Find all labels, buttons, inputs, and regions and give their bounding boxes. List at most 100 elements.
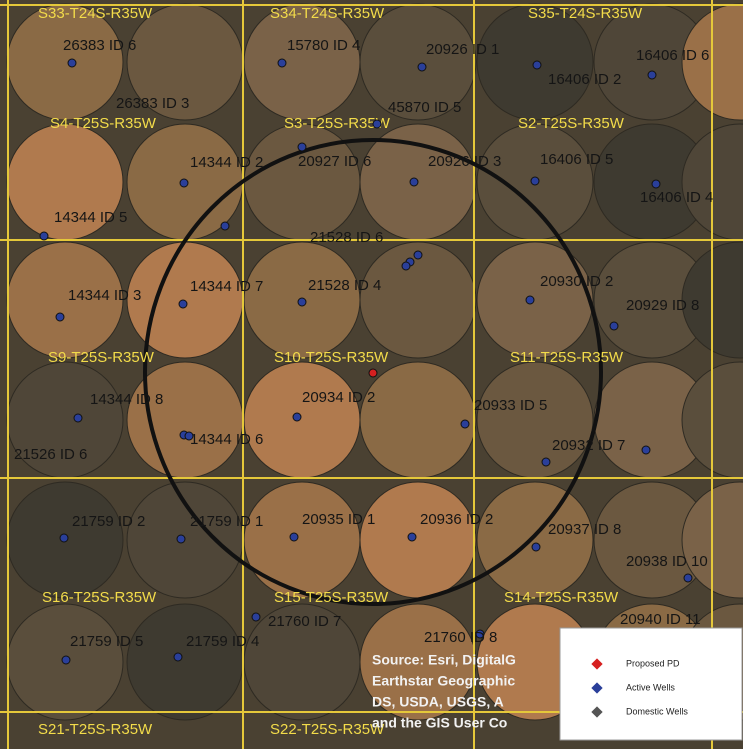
section-label: S9-T25S-R35W bbox=[48, 349, 155, 366]
active-well bbox=[475, 629, 485, 639]
well-label: 21528 ID 6 bbox=[310, 229, 383, 246]
well-label: 16406 ID 5 bbox=[540, 151, 613, 168]
active-well bbox=[289, 532, 299, 542]
active-well bbox=[61, 655, 71, 665]
active-well bbox=[647, 70, 657, 80]
active-well bbox=[401, 261, 411, 271]
well-label: 21760 ID 7 bbox=[268, 613, 341, 630]
active-well bbox=[297, 297, 307, 307]
pivot-field bbox=[359, 481, 477, 599]
active-well bbox=[541, 457, 551, 467]
active-well bbox=[417, 62, 427, 72]
active-well bbox=[251, 612, 261, 622]
well-label: 20926 ID 3 bbox=[428, 153, 501, 170]
active-well bbox=[178, 299, 188, 309]
active-well bbox=[532, 60, 542, 70]
source-text: DS, USDA, USGS, A bbox=[372, 694, 504, 710]
well-label: 26383 ID 3 bbox=[116, 95, 189, 112]
section-label: S11-T25S-R35W bbox=[510, 349, 624, 366]
pivot-field bbox=[243, 361, 361, 479]
well-label: 20933 ID 5 bbox=[474, 397, 547, 414]
active-well bbox=[651, 179, 661, 189]
well-label: 45870 ID 5 bbox=[388, 99, 461, 116]
legend-label: Domestic Wells bbox=[626, 706, 688, 716]
pivot-field bbox=[243, 481, 361, 599]
pivot-field bbox=[359, 603, 477, 721]
well-label: 14344 ID 3 bbox=[68, 287, 141, 304]
well-label: 20927 ID 6 bbox=[298, 153, 371, 170]
active-well bbox=[179, 178, 189, 188]
well-label: 20929 ID 8 bbox=[626, 297, 699, 314]
active-well bbox=[413, 250, 423, 260]
well-label: 14344 ID 7 bbox=[190, 278, 263, 295]
pivot-field bbox=[359, 241, 477, 359]
active-well bbox=[59, 533, 69, 543]
well-label: 20935 ID 1 bbox=[302, 511, 375, 528]
active-well bbox=[641, 445, 651, 455]
well-label: 14344 ID 2 bbox=[190, 154, 263, 171]
active-well bbox=[67, 58, 77, 68]
well-label: 20926 ID 1 bbox=[426, 41, 499, 58]
well-label: 20937 ID 8 bbox=[548, 521, 621, 538]
well-label: 21759 ID 5 bbox=[70, 633, 143, 650]
well-label: 16406 ID 4 bbox=[640, 189, 713, 206]
section-label: S34-T24S-R35W bbox=[270, 5, 385, 22]
active-well bbox=[176, 534, 186, 544]
well-label: 14344 ID 8 bbox=[90, 391, 163, 408]
section-label: S3-T25S-R35W bbox=[284, 115, 391, 132]
section-label: S2-T25S-R35W bbox=[518, 115, 625, 132]
active-well bbox=[683, 573, 693, 583]
well-label: 20940 ID 11 bbox=[620, 611, 701, 628]
section-label: S22-T25S-R35W bbox=[270, 721, 385, 738]
section-label: S14-T25S-R35W bbox=[504, 589, 619, 606]
active-well bbox=[292, 412, 302, 422]
source-text: Source: Esri, DigitalG bbox=[372, 652, 516, 668]
active-well bbox=[39, 231, 49, 241]
well-label: 14344 ID 6 bbox=[190, 431, 263, 448]
source-text: and the GIS User Co bbox=[372, 715, 507, 731]
well-label: 16406 ID 2 bbox=[548, 71, 621, 88]
active-well bbox=[525, 295, 535, 305]
active-well bbox=[220, 221, 230, 231]
well-label: 21759 ID 4 bbox=[186, 633, 259, 650]
section-label: S4-T25S-R35W bbox=[50, 115, 157, 132]
active-well bbox=[407, 532, 417, 542]
section-label: S16-T25S-R35W bbox=[42, 589, 157, 606]
active-well bbox=[73, 413, 83, 423]
active-well bbox=[173, 652, 183, 662]
active-well bbox=[531, 542, 541, 552]
well-label: 20930 ID 2 bbox=[540, 273, 613, 290]
well-label: 21759 ID 1 bbox=[190, 513, 263, 530]
section-label: S10-T25S-R35W bbox=[274, 349, 389, 366]
well-label: 14344 ID 5 bbox=[54, 209, 127, 226]
well-label: 21526 ID 6 bbox=[14, 446, 87, 463]
well-label: 21760 ID 8 bbox=[424, 629, 497, 646]
pivot-field bbox=[476, 361, 594, 479]
pivot-field bbox=[476, 481, 594, 599]
active-well bbox=[530, 176, 540, 186]
well-label: 21759 ID 2 bbox=[72, 513, 145, 530]
legend-label: Proposed PD bbox=[626, 658, 680, 668]
buffer-circle bbox=[143, 138, 603, 606]
active-well bbox=[460, 419, 470, 429]
active-well bbox=[609, 321, 619, 331]
well-label: 21528 ID 4 bbox=[308, 277, 381, 294]
well-label: 20938 ID 10 bbox=[626, 553, 708, 570]
well-label: 15780 ID 4 bbox=[287, 37, 360, 54]
legend-box bbox=[559, 627, 743, 741]
active-well bbox=[409, 177, 419, 187]
pivot-field bbox=[476, 241, 594, 359]
source-text: Earthstar Geographic bbox=[372, 673, 515, 689]
well-label: 20932 ID 7 bbox=[552, 437, 625, 454]
legend-swatch bbox=[591, 658, 603, 670]
legend-swatch bbox=[591, 682, 603, 694]
section-label: S35-T24S-R35W bbox=[528, 5, 643, 22]
active-well bbox=[55, 312, 65, 322]
active-well bbox=[297, 142, 307, 152]
proposed-pd bbox=[368, 368, 378, 378]
legend-label: Active Wells bbox=[626, 682, 675, 692]
pivot-field bbox=[126, 603, 244, 721]
legend-swatch bbox=[591, 706, 603, 718]
well-label: 20934 ID 2 bbox=[302, 389, 375, 406]
